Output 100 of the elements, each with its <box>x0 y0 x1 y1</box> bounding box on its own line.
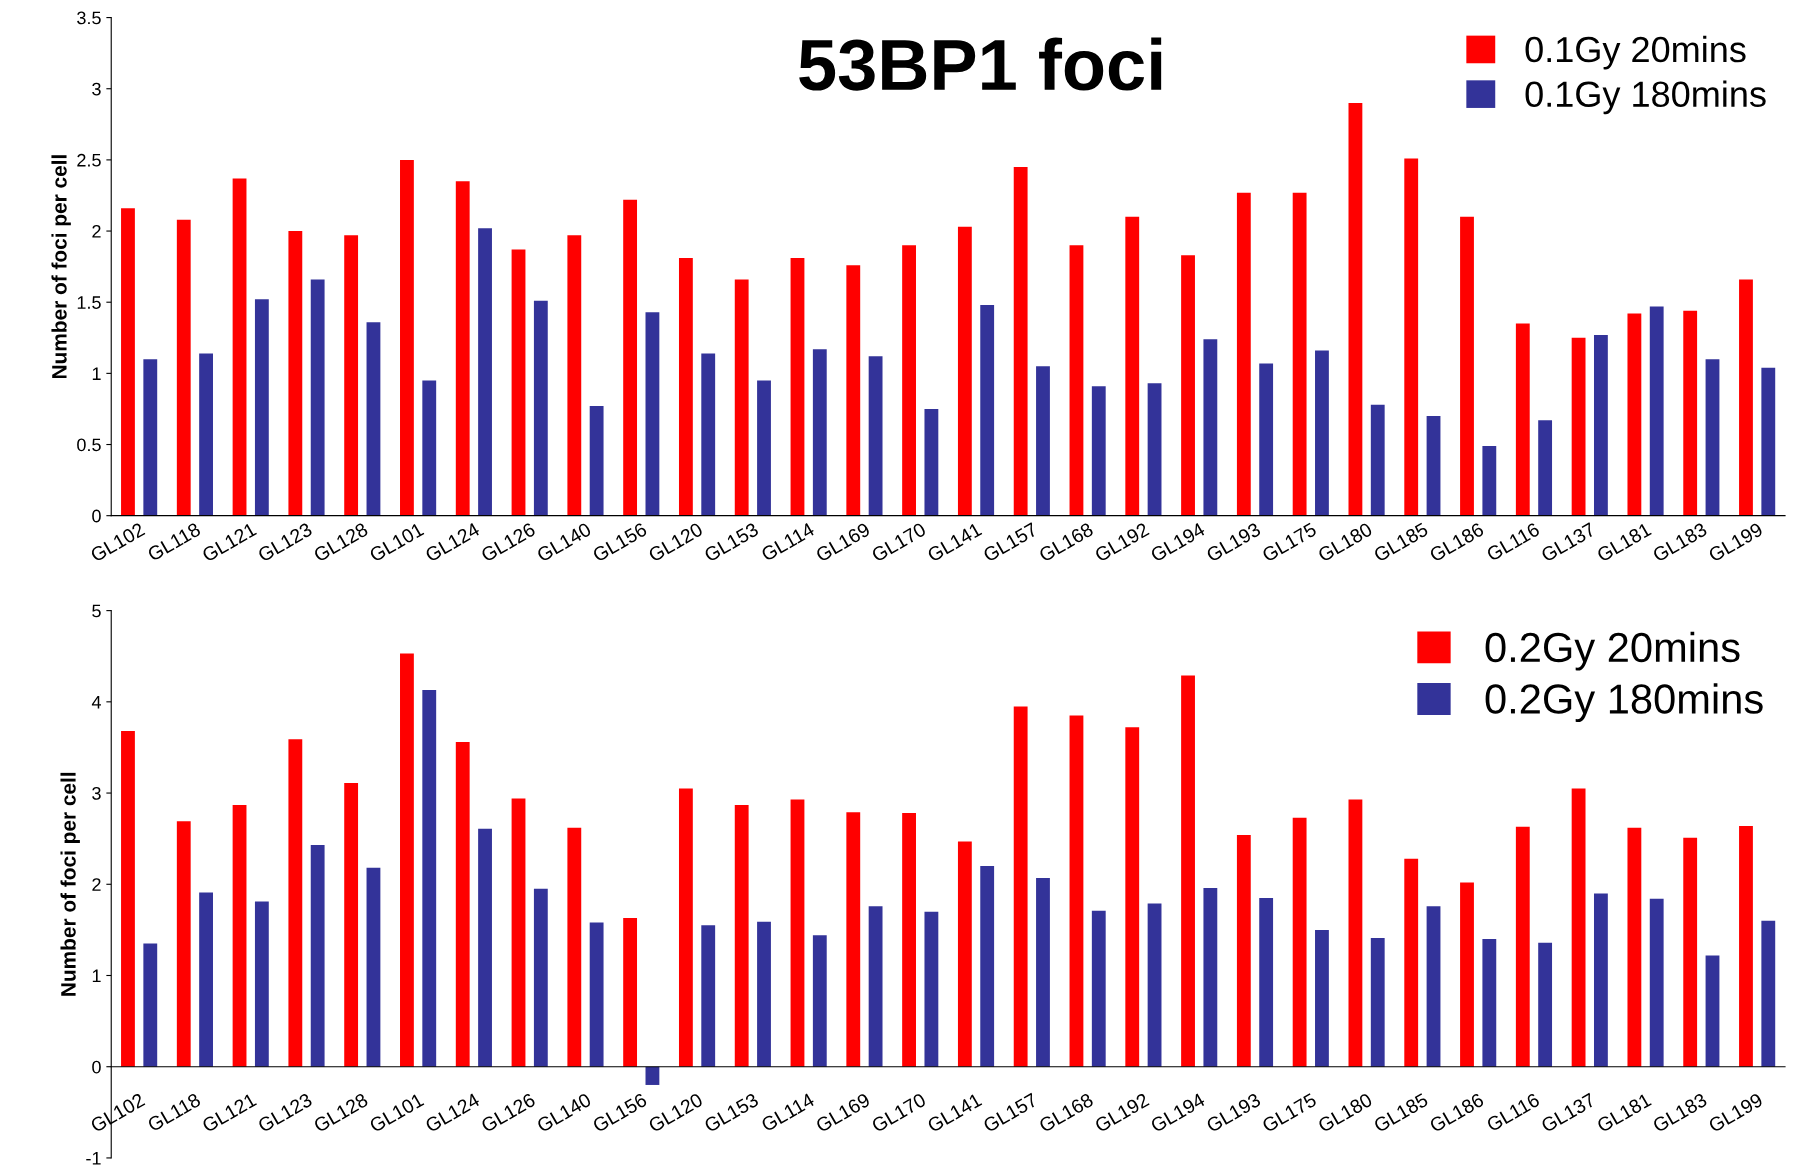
bar <box>1069 715 1084 1067</box>
bar <box>1091 910 1106 1067</box>
bar <box>645 1066 660 1085</box>
y-tick-label: 2 <box>92 224 101 238</box>
bar <box>1069 245 1084 516</box>
bar <box>812 349 827 516</box>
bar <box>1315 929 1329 1067</box>
legend-label: 0.2Gy 180mins <box>1485 683 1763 723</box>
bar <box>757 380 771 516</box>
y-tick-label: 0.5 <box>77 438 101 452</box>
bar <box>980 866 995 1067</box>
legend-label: 0.1Gy 180mins <box>1525 80 1766 115</box>
y-axis-title: Number of foci per cell <box>51 155 71 379</box>
bar <box>701 353 716 516</box>
bar <box>533 888 548 1067</box>
bar <box>1259 897 1274 1067</box>
bar <box>589 406 604 516</box>
bar <box>1482 445 1497 516</box>
bar <box>1593 893 1608 1067</box>
y-tick-label: 0 <box>92 509 101 523</box>
bar <box>1627 313 1642 516</box>
bar <box>199 353 213 516</box>
bar <box>1348 102 1363 516</box>
bar <box>1683 837 1698 1067</box>
bar <box>701 925 716 1067</box>
bar <box>1482 939 1497 1067</box>
bar <box>1036 877 1050 1067</box>
bar <box>455 741 470 1067</box>
bar <box>1571 337 1586 516</box>
y-tick-label: 3 <box>92 786 101 800</box>
bar <box>1370 404 1385 516</box>
bar <box>1739 279 1753 516</box>
bar <box>478 828 492 1067</box>
bar <box>288 231 303 516</box>
bar <box>567 827 582 1067</box>
bar <box>757 921 771 1067</box>
bar <box>199 892 213 1067</box>
bar <box>567 235 582 516</box>
bar <box>1348 799 1363 1067</box>
bar <box>1181 675 1195 1067</box>
y-tick-label: 1 <box>92 367 101 380</box>
bar <box>1761 367 1776 516</box>
bar <box>790 799 805 1067</box>
bar <box>1404 858 1419 1067</box>
bar <box>734 279 749 516</box>
bar <box>310 279 325 516</box>
bar <box>868 906 883 1067</box>
bar <box>1705 359 1720 516</box>
bar <box>1426 416 1441 516</box>
bar <box>1236 835 1251 1067</box>
bar <box>288 739 303 1067</box>
y-tick-label: 1.5 <box>77 296 101 309</box>
y-tick-label: 2.5 <box>77 153 101 167</box>
bar <box>1259 363 1274 516</box>
bar <box>143 359 158 516</box>
bar <box>1181 255 1195 516</box>
y-axis-title: Number of foci per cell <box>60 772 80 996</box>
bar <box>511 249 526 516</box>
bar <box>1739 825 1753 1067</box>
bar <box>400 159 414 516</box>
y-tick-label: 3.5 <box>77 11 101 25</box>
bar <box>143 943 158 1067</box>
bar <box>1203 887 1218 1067</box>
bar <box>366 867 381 1067</box>
bar <box>1705 955 1720 1067</box>
bar <box>1370 938 1385 1067</box>
bar <box>1315 350 1329 516</box>
y-tick-label: 5 <box>92 604 101 618</box>
bar <box>1147 903 1162 1067</box>
bar <box>400 653 414 1067</box>
bar <box>1203 339 1218 516</box>
bar <box>344 235 359 516</box>
bar <box>176 219 191 516</box>
bar <box>589 922 604 1067</box>
legend-label: 0.2Gy 20mins <box>1485 631 1740 671</box>
chart-title: 53BP1 foci <box>799 37 1162 91</box>
y-tick-label: 2 <box>92 878 101 891</box>
bar <box>812 935 827 1067</box>
legend-label: 0.1Gy 20mins <box>1525 35 1746 70</box>
bar <box>366 322 381 516</box>
bar <box>533 300 548 516</box>
bar <box>1036 366 1050 516</box>
bar <box>980 305 995 516</box>
bar <box>1013 706 1028 1067</box>
bar <box>957 226 972 516</box>
bar <box>1236 192 1251 516</box>
bar <box>1125 727 1140 1067</box>
bar <box>902 813 916 1067</box>
bar <box>1683 310 1698 516</box>
bar <box>478 228 492 516</box>
bar <box>176 821 191 1067</box>
bar <box>1013 167 1028 516</box>
bar <box>678 788 693 1067</box>
bar <box>1649 898 1664 1067</box>
bar <box>254 901 269 1067</box>
bar <box>1649 306 1664 516</box>
bar <box>1538 420 1553 516</box>
bar <box>344 783 359 1067</box>
bar <box>1292 817 1307 1067</box>
bar <box>957 841 972 1067</box>
